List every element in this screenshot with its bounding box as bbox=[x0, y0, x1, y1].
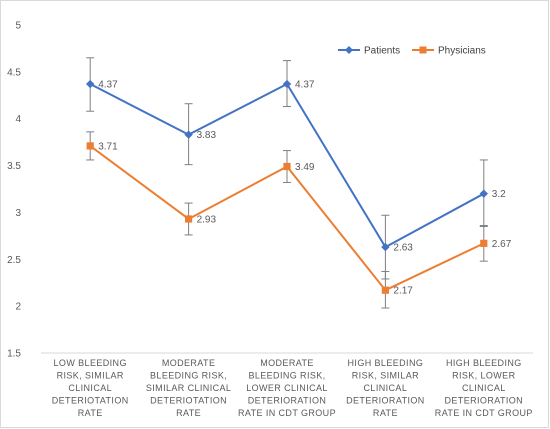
data-label-patients: 3.83 bbox=[197, 130, 217, 141]
x-category-label-line: RISK, SIMILAR bbox=[57, 371, 124, 381]
legend-marker bbox=[345, 46, 353, 54]
x-category-label-line: CLINICAL bbox=[462, 383, 506, 393]
x-category-label-line: CLINICAL bbox=[68, 383, 112, 393]
x-category-label-line: DETERIORATION bbox=[445, 396, 524, 406]
y-tick-label: 4.5 bbox=[7, 67, 21, 78]
legend-marker bbox=[419, 46, 427, 54]
x-category-label-line: LOWER CLINICAL bbox=[246, 383, 328, 393]
x-category-label: HIGH BLEEDING RISK, SIMILAR CLINICAL DETERI… bbox=[346, 358, 425, 418]
x-category-label-line: LOW BLEEDING bbox=[54, 358, 127, 368]
x-category-label-line: RATE bbox=[176, 408, 201, 418]
x-category-label-line: CLINICAL bbox=[364, 383, 408, 393]
y-tick-label: 3 bbox=[15, 208, 21, 219]
data-point-patients bbox=[184, 130, 193, 139]
x-category-label-line: RATE bbox=[78, 408, 103, 418]
x-category-label-line: HIGH BLEEDING bbox=[446, 358, 522, 368]
data-point-patients bbox=[282, 79, 292, 89]
x-category-label: MODERATE BLEEDING RISK, SIMILAR CLINICAL DE… bbox=[146, 358, 231, 418]
x-category-label: MODERATE BLEEDING RISK, LOWER CLINICAL DETE… bbox=[238, 358, 336, 418]
x-category-label-line: BLEEDING RISK, bbox=[150, 371, 227, 381]
legend-entry-physicians: Physicians bbox=[412, 46, 486, 57]
y-tick-label: 4 bbox=[15, 114, 21, 125]
data-point-patients bbox=[86, 79, 95, 89]
legend-entry-patients: Patients bbox=[338, 46, 400, 57]
legend: Patients Physicians bbox=[338, 46, 486, 57]
x-category-label-line: RATE bbox=[373, 408, 398, 418]
x-category-label-line: HIGH BLEEDING bbox=[348, 358, 424, 368]
data-labels: 4.37 3.83 4.37 2.63 3.2 3.71 2.93 3.49 2.17 2.67 bbox=[98, 80, 512, 297]
y-axis: 5 4.5 4 3.5 3 2.5 2 1.5 bbox=[7, 21, 21, 360]
x-category-label: LOW BLEEDING RISK, SIMILAR CLINICAL DETERIO… bbox=[52, 358, 129, 418]
x-category-label-line: BLEEDING RISK, bbox=[248, 371, 325, 381]
x-category-label-line: RATE IN CDT GROUP bbox=[238, 408, 336, 418]
x-category-label-line: SIMILAR CLINICAL bbox=[146, 383, 231, 393]
x-category-label-line: RATE IN CDT GROUP bbox=[435, 408, 533, 418]
legend-label: Physicians bbox=[438, 46, 486, 57]
data-point-patients bbox=[479, 189, 488, 198]
data-label-physicians: 2.93 bbox=[197, 214, 217, 225]
data-point-patients bbox=[381, 242, 390, 252]
x-category-label-line: MODERATE bbox=[260, 358, 314, 368]
data-point-physicians bbox=[283, 162, 291, 171]
y-tick-label: 1.5 bbox=[7, 349, 21, 360]
y-tick-label: 3.5 bbox=[7, 161, 21, 172]
y-tick-label: 2 bbox=[15, 302, 21, 313]
y-tick-label: 5 bbox=[15, 21, 21, 32]
x-category-label: HIGH BLEEDING RISK, LOWER CLINICAL DETERIOR… bbox=[435, 358, 533, 418]
x-category-label-line: DETERIOTATION bbox=[150, 396, 227, 406]
data-point-physicians bbox=[86, 142, 94, 150]
x-category-label-line: RISK, LOWER bbox=[452, 371, 516, 381]
y-tick-label: 2.5 bbox=[7, 255, 21, 266]
markers bbox=[86, 79, 488, 294]
x-category-label-line: DETERIOTATION bbox=[52, 396, 129, 406]
data-label-patients: 4.37 bbox=[295, 80, 315, 91]
data-label-physicians: 2.67 bbox=[492, 239, 512, 250]
x-axis: LOW BLEEDING RISK, SIMILAR CLINICAL DETERIO… bbox=[41, 352, 533, 418]
legend-label: Patients bbox=[364, 46, 400, 57]
data-point-physicians bbox=[480, 239, 488, 247]
x-category-label-line: MODERATE bbox=[162, 358, 216, 368]
series-lines bbox=[89, 83, 485, 292]
data-label-physicians: 2.17 bbox=[393, 286, 413, 297]
data-label-patients: 2.63 bbox=[393, 243, 413, 254]
data-label-physicians: 3.71 bbox=[98, 141, 118, 152]
data-label-physicians: 3.49 bbox=[295, 162, 315, 173]
data-label-patients: 4.37 bbox=[98, 80, 118, 91]
x-category-label-line: RISK, SIMILAR bbox=[352, 371, 419, 381]
x-category-label-line: DETERIORATION bbox=[346, 396, 425, 406]
x-category-label-line: DETERIORATION bbox=[248, 396, 327, 406]
data-point-physicians bbox=[381, 286, 389, 294]
data-label-patients: 3.2 bbox=[492, 189, 506, 200]
data-point-physicians bbox=[185, 215, 193, 223]
